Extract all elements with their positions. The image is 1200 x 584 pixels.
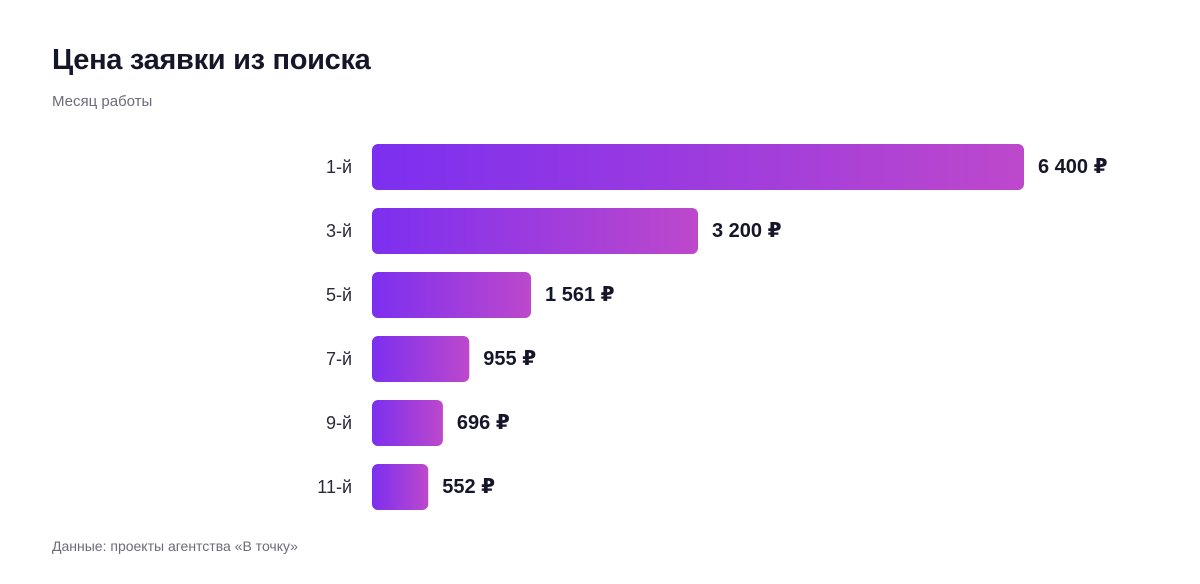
value-label: 3 200 ₽ — [712, 220, 782, 242]
bars-group: 1-й 6 400 ₽ 3-й 3 200 ₽ 5-й 1 561 ₽ 7-й 955 ₽ 9-… — [317, 144, 1108, 510]
category-label: 1-й — [326, 157, 352, 177]
value-label: 1 561 ₽ — [545, 284, 615, 306]
category-label: 7-й — [326, 349, 352, 369]
bar-row: 5-й 1 561 ₽ — [326, 272, 615, 318]
bar — [372, 208, 698, 254]
bar — [372, 464, 429, 510]
data-source-note: Данные: проекты агентства «В точку» — [52, 538, 298, 554]
bar-row: 1-й 6 400 ₽ — [326, 144, 1108, 190]
value-label: 552 ₽ — [442, 476, 495, 498]
bar — [372, 144, 1024, 190]
bar-row: 3-й 3 200 ₽ — [326, 208, 782, 254]
value-label: 6 400 ₽ — [1038, 156, 1108, 178]
bar-row: 7-й 955 ₽ — [326, 336, 536, 382]
bar-row: 9-й 696 ₽ — [326, 400, 510, 446]
category-label: 3-й — [326, 221, 352, 241]
category-label: 9-й — [326, 413, 352, 433]
bar-row: 11-й 552 ₽ — [317, 464, 495, 510]
chart-title: Цена заявки из поиска — [52, 44, 371, 76]
value-label: 696 ₽ — [457, 412, 510, 434]
chart-subtitle: Месяц работы — [52, 93, 153, 110]
bar — [372, 336, 470, 382]
bar — [372, 272, 532, 318]
value-label: 955 ₽ — [483, 348, 536, 370]
category-label: 5-й — [326, 285, 352, 305]
bar — [372, 400, 443, 446]
category-label: 11-й — [317, 477, 352, 497]
